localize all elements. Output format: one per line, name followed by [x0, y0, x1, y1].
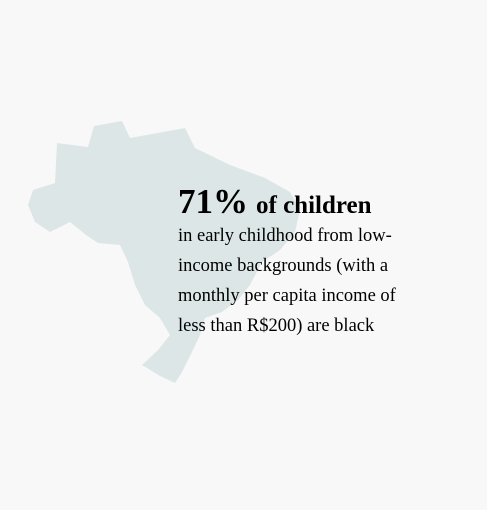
body-line: in early childhood from low- — [178, 226, 392, 246]
headline-text: of children — [256, 192, 372, 219]
body-text: in early childhood from low-income backg… — [178, 226, 397, 336]
body-line: less than R$200) are black — [178, 316, 375, 336]
body-line: monthly per capita income of — [178, 286, 397, 306]
brazil-map — [28, 121, 300, 383]
headline: 71% of children — [178, 182, 372, 221]
headline-figure: 71% — [178, 182, 248, 221]
body-line: income backgrounds (with a — [178, 256, 388, 276]
